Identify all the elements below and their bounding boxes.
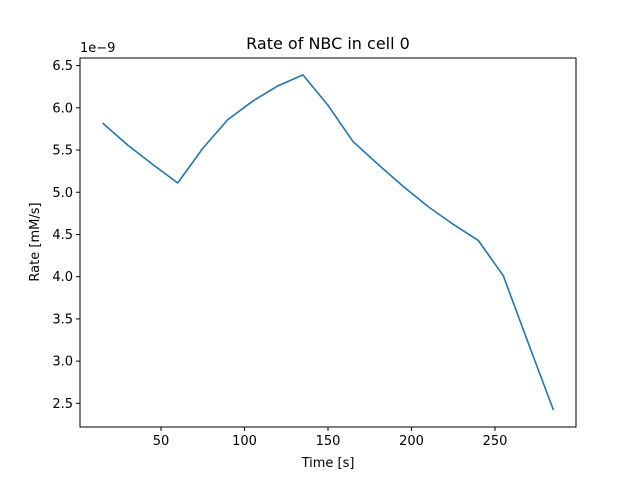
y-offset-text: 1e−9 bbox=[80, 41, 115, 56]
y-tick-label: 3.0 bbox=[52, 355, 73, 370]
x-tick-label: 50 bbox=[153, 434, 170, 449]
series-layer bbox=[102, 74, 555, 411]
y-tick-label: 4.0 bbox=[52, 270, 73, 285]
y-axis-label: Rate [mM/s] bbox=[28, 202, 43, 281]
y-tick-label: 5.0 bbox=[52, 186, 73, 201]
y-tick-label: 6.5 bbox=[52, 59, 73, 74]
chart-title: Rate of NBC in cell 0 bbox=[246, 34, 410, 53]
y-tick-label: 5.5 bbox=[52, 144, 73, 159]
x-tick-label: 250 bbox=[483, 434, 508, 449]
y-tick-label: 2.5 bbox=[52, 397, 73, 412]
y-tick-label: 6.0 bbox=[52, 101, 73, 116]
plot-frame bbox=[79, 57, 577, 428]
y-tick-label: 3.5 bbox=[52, 312, 73, 327]
y-tick-label: 4.5 bbox=[52, 228, 73, 243]
x-axis-ticks: 50 100 150 200 250 bbox=[153, 427, 508, 449]
series-line bbox=[102, 74, 555, 411]
y-axis-ticks: 2.5 3.0 3.5 4.0 4.5 5.0 5.5 6.0 6.5 bbox=[52, 59, 80, 412]
x-axis-label: Time [s] bbox=[301, 456, 355, 471]
x-tick-label: 150 bbox=[316, 434, 341, 449]
x-tick-label: 100 bbox=[232, 434, 257, 449]
x-tick-label: 200 bbox=[399, 434, 424, 449]
